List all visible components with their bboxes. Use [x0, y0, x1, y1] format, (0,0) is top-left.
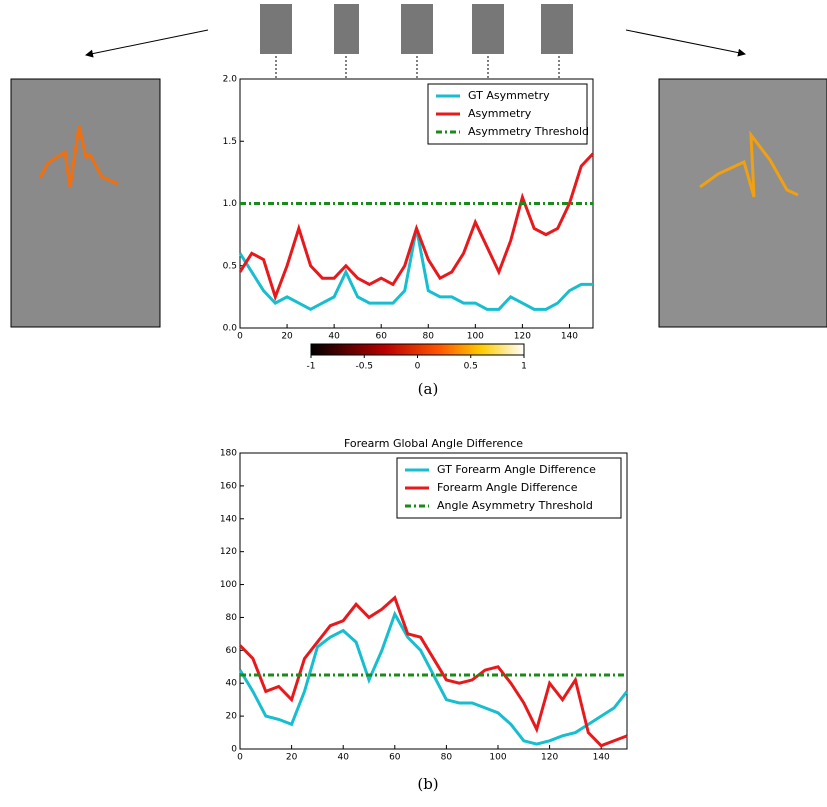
x-tick-label: 20: [281, 332, 293, 342]
legend-label: GT Forearm Angle Difference: [437, 463, 596, 476]
colorbar: [311, 344, 524, 355]
y-tick-label: 120: [220, 547, 237, 557]
photos: [11, 4, 827, 327]
y-tick-label: 0.0: [223, 324, 238, 334]
page: (a) (b) 0.00.51.01.52.002040608010012014…: [0, 0, 827, 807]
x-tick-label: 0: [237, 753, 243, 763]
y-tick-label: 0.5: [223, 261, 237, 271]
colorbar-label: -1: [307, 362, 316, 372]
x-tick-label: 100: [489, 753, 506, 763]
y-tick-label: 60: [226, 646, 238, 656]
figure: (a) (b) 0.00.51.01.52.002040608010012014…: [0, 0, 827, 803]
colorbar-label: -0.5: [355, 362, 373, 372]
y-tick-label: 20: [226, 712, 238, 722]
y-tick-label: 80: [226, 613, 238, 623]
y-tick-label: 1.5: [223, 137, 237, 147]
x-tick-label: 140: [593, 753, 610, 763]
y-tick-label: 180: [220, 449, 237, 459]
x-tick-label: 0: [237, 332, 243, 342]
caption: (a): [418, 380, 439, 398]
colorbar-label: 0.5: [464, 362, 478, 372]
series-line: [240, 598, 627, 746]
x-tick-label: 80: [441, 753, 453, 763]
series-line: [240, 228, 593, 309]
x-tick-label: 60: [375, 332, 387, 342]
y-tick-label: 2.0: [223, 75, 238, 85]
x-tick-label: 80: [423, 332, 435, 342]
colorbar-label: 1: [521, 362, 527, 372]
y-tick-label: 160: [220, 481, 237, 491]
legend-label: Angle Asymmetry Threshold: [437, 499, 593, 512]
y-tick-label: 100: [220, 580, 237, 590]
x-tick-label: 120: [514, 332, 531, 342]
series-line: [240, 154, 593, 297]
x-tick-label: 20: [286, 753, 298, 763]
x-tick-label: 100: [467, 332, 484, 342]
colorbar-label: 0: [415, 362, 421, 372]
x-tick-label: 140: [561, 332, 578, 342]
y-tick-label: 140: [220, 514, 237, 524]
x-tick-label: 120: [541, 753, 558, 763]
x-tick-label: 40: [337, 753, 349, 763]
legend-label: Asymmetry: [468, 107, 532, 120]
legend-label: GT Asymmetry: [468, 89, 550, 102]
legend-label: Forearm Angle Difference: [437, 481, 578, 494]
chart-title: Forearm Global Angle Difference: [344, 437, 523, 450]
caption: (b): [417, 775, 438, 793]
y-tick-label: 40: [226, 679, 238, 689]
x-tick-label: 60: [389, 753, 401, 763]
y-tick-label: 1.0: [223, 199, 238, 209]
x-tick-label: 40: [328, 332, 340, 342]
legend-label: Asymmetry Threshold: [468, 125, 589, 138]
